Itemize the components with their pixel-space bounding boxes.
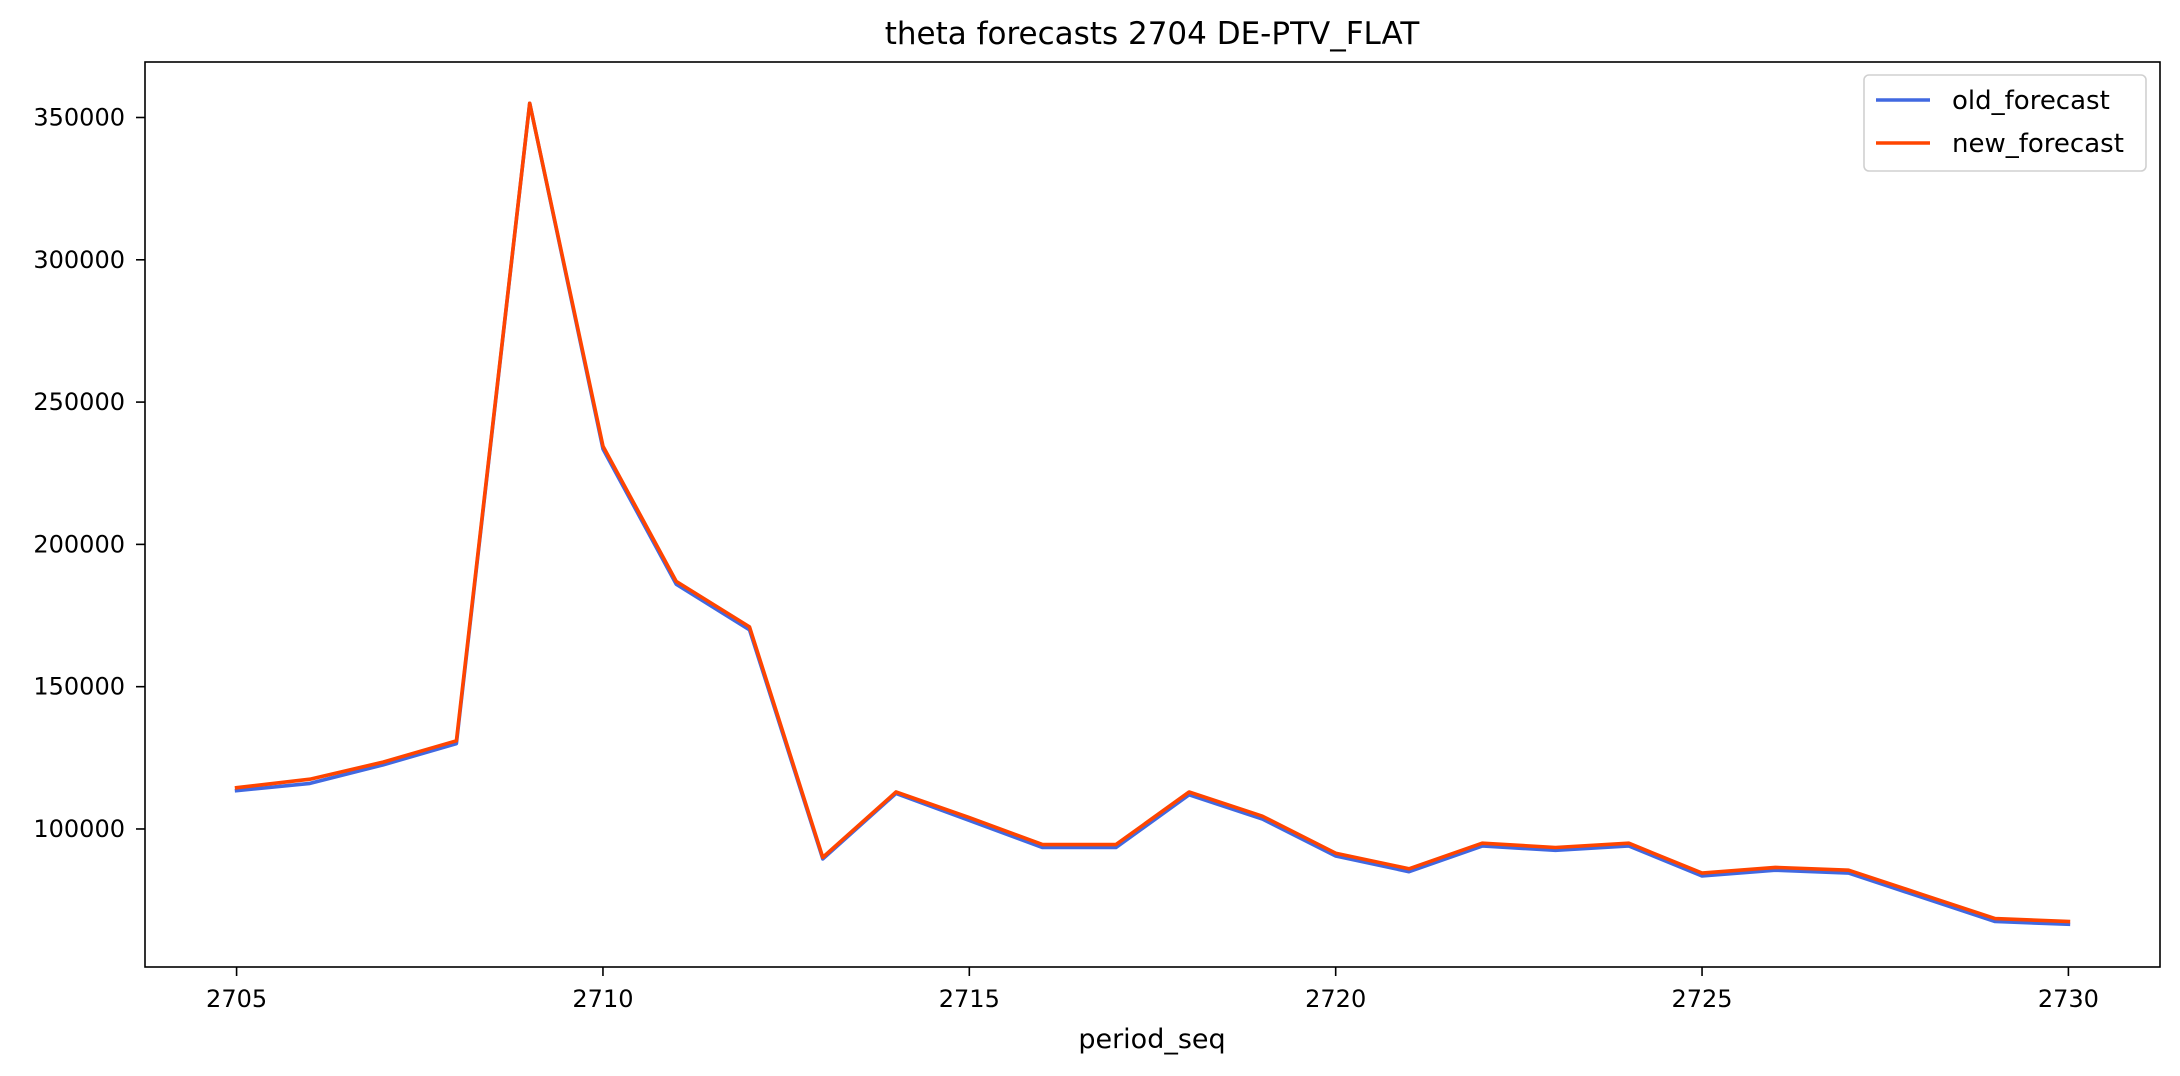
- x-tick-label: 2730: [2038, 985, 2099, 1013]
- legend: old_forecast new_forecast: [1863, 74, 2147, 172]
- y-tick-label: 350000: [33, 103, 125, 131]
- x-tick-label: 2715: [939, 985, 1000, 1013]
- legend-box: [1863, 74, 2147, 172]
- x-tick-label: 2705: [206, 985, 267, 1013]
- y-tick-label: 200000: [33, 530, 125, 558]
- legend-label: new_forecast: [1952, 129, 2124, 159]
- legend-label: old_forecast: [1952, 86, 2110, 116]
- series-layer: [234, 101, 2071, 927]
- y-tick-label: 150000: [33, 673, 125, 701]
- y-tick-label: 100000: [33, 815, 125, 843]
- x-tick-label: 2710: [572, 985, 633, 1013]
- plot-area: 2705 2710 2715 2720 2725 2730 100000 150000 200…: [33, 61, 2161, 1013]
- y-tick-label: 250000: [33, 388, 125, 416]
- x-axis-title: period_seq: [1078, 1024, 1225, 1055]
- x-tick-label: 2725: [1672, 985, 1733, 1013]
- y-axis: 100000 150000 200000 250000 300000 350000: [33, 103, 145, 843]
- y-tick-label: 300000: [33, 246, 125, 274]
- chart-title: theta forecasts 2704 DE-PTV_FLAT: [885, 16, 1421, 52]
- x-axis: 2705 2710 2715 2720 2725 2730: [206, 967, 2099, 1013]
- series-line-new-forecast: [234, 101, 2071, 924]
- plot-frame: [144, 61, 2161, 968]
- x-tick-label: 2720: [1305, 985, 1366, 1013]
